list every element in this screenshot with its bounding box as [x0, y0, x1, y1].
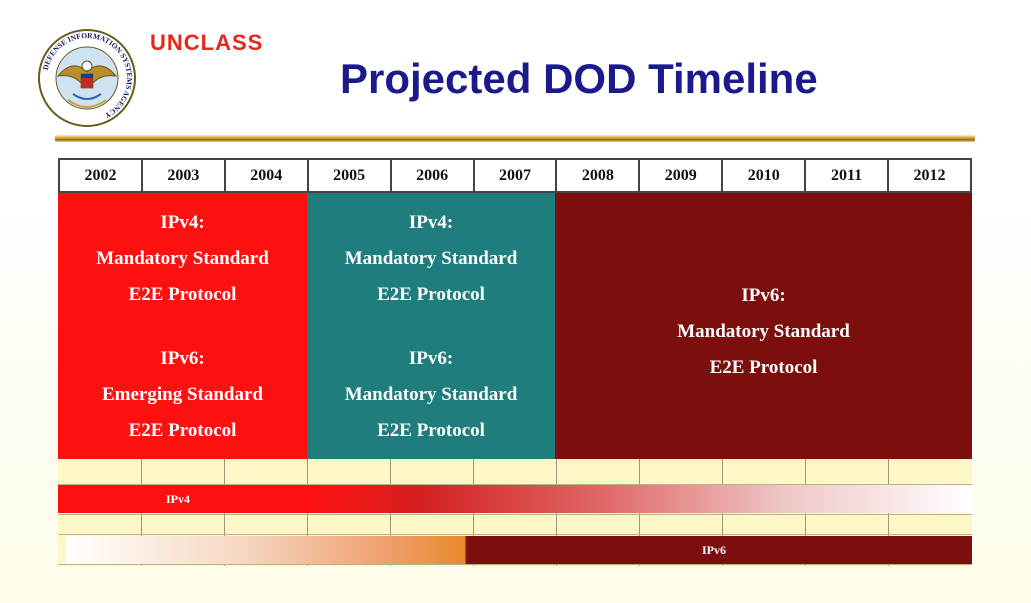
year-header-cell: 2010 — [721, 158, 805, 193]
year-header-cell: 2008 — [555, 158, 639, 193]
phase-block-2005-2007: IPv4: Mandatory Standard E2E Protocol IP… — [307, 193, 555, 459]
ipv4-protocol: E2E Protocol — [128, 284, 237, 305]
title-divider — [55, 135, 975, 142]
ipv6-label: IPv6: — [741, 285, 786, 306]
classification-label: UNCLASS — [150, 30, 264, 55]
year-header-cell: 2007 — [472, 158, 556, 193]
grid-row-line — [58, 514, 972, 515]
grid-row-line — [58, 484, 972, 485]
ipv6-protocol: E2E Protocol — [128, 420, 237, 441]
grid-row-line — [58, 534, 972, 535]
ipv4-status: Mandatory Standard — [96, 248, 269, 269]
ipv6-status: Mandatory Standard — [677, 321, 850, 342]
ipv4-status: Mandatory Standard — [344, 248, 518, 269]
phase-block-2002-2004: IPv4: Mandatory Standard E2E Protocol IP… — [58, 193, 307, 459]
grid-row-line — [58, 564, 972, 565]
ipv4-protocol: E2E Protocol — [377, 284, 485, 305]
year-header-cell: 2009 — [638, 158, 722, 193]
ipv6-protocol: E2E Protocol — [709, 357, 818, 378]
disa-seal-icon: DEFENSE INFORMATION SYSTEMS AGENCY — [38, 29, 136, 127]
year-header-cell: 2002 — [58, 158, 141, 193]
year-header-cell: 2006 — [389, 158, 473, 193]
ipv4-label: IPv4: — [408, 212, 454, 233]
ipv4-bar-label: IPv4 — [166, 491, 190, 506]
timeline-grid: 2002 2003 2004 2005 2006 2007 2008 2009 … — [58, 158, 972, 566]
year-header-cell: 2003 — [140, 158, 224, 193]
phase-block-2008-2012: IPv6: Mandatory Standard E2E Protocol — [555, 193, 972, 459]
ipv6-status: Emerging Standard — [102, 384, 263, 405]
year-header-row: 2002 2003 2004 2005 2006 2007 2008 2009 … — [58, 158, 972, 193]
ipv6-transition-bar: IPv6 — [66, 536, 972, 564]
year-header-cell: 2005 — [306, 158, 390, 193]
page-title: Projected DOD Timeline — [340, 55, 818, 102]
ipv4-label: IPv4: — [160, 212, 205, 233]
ipv6-bar-label: IPv6 — [702, 542, 726, 557]
year-header-cell: 2012 — [887, 158, 972, 193]
ipv6-label: IPv6: — [408, 348, 454, 369]
year-header-cell: 2011 — [804, 158, 888, 193]
disa-seal-logo: DEFENSE INFORMATION SYSTEMS AGENCY — [28, 28, 146, 128]
ipv6-status: Mandatory Standard — [344, 384, 518, 405]
year-header-cell: 2004 — [223, 158, 307, 193]
ipv6-label: IPv6: — [160, 348, 205, 369]
ipv6-protocol: E2E Protocol — [377, 420, 485, 441]
ipv4-transition-bar: IPv4 — [58, 485, 972, 513]
